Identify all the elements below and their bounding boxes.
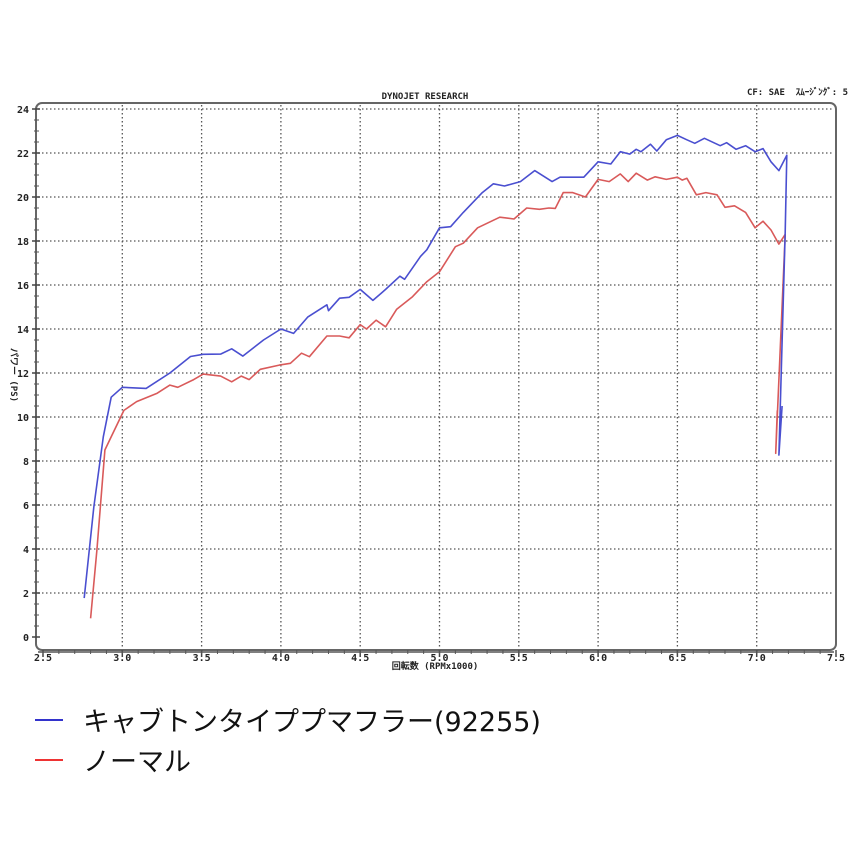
x-axis-label: 回転数 (RPMx1000) bbox=[392, 660, 479, 672]
y-tick-label: 22 bbox=[17, 149, 29, 160]
plot-frame bbox=[35, 102, 837, 651]
legend-label: キャブトンタイププマフラー(92255) bbox=[83, 707, 541, 738]
y-tick-label: 18 bbox=[17, 237, 29, 248]
legend-swatch-red bbox=[35, 758, 63, 761]
y-tick-label: 14 bbox=[17, 325, 29, 336]
y-tick-label: 0 bbox=[23, 633, 29, 644]
legend-swatch-blue bbox=[35, 718, 63, 721]
legend-item-normal: ノーマル bbox=[35, 740, 191, 779]
y-axis-label: パワー (PS) bbox=[8, 348, 20, 402]
x-tick-label: 6.5 bbox=[668, 653, 686, 664]
chart-title: DYNOJET RESEARCH bbox=[382, 92, 469, 102]
x-tick-label: 4.0 bbox=[272, 653, 290, 664]
y-tick-label: 10 bbox=[17, 413, 29, 424]
series-line-0 bbox=[83, 134, 788, 599]
y-tick-label: 20 bbox=[17, 193, 29, 204]
legend-label: ノーマル bbox=[83, 747, 191, 778]
x-tick-label: 6.0 bbox=[589, 653, 607, 664]
x-tick-label: 3.5 bbox=[193, 653, 211, 664]
chart-header-right: CF: SAE ｽﾑｰｼﾞﾝｸﾞ: 5 bbox=[747, 86, 848, 98]
x-tick-label: 2.5 bbox=[34, 653, 52, 664]
y-tick-label: 12 bbox=[17, 369, 29, 380]
grid bbox=[38, 105, 834, 648]
series-line-1 bbox=[89, 172, 786, 619]
y-tick-label: 24 bbox=[17, 105, 29, 116]
x-tick-label: 7.0 bbox=[748, 653, 766, 664]
series-lines bbox=[83, 134, 788, 619]
y-tick-label: 8 bbox=[23, 457, 29, 468]
x-tick-label: 7.5 bbox=[827, 653, 845, 664]
x-tick-label: 4.5 bbox=[351, 653, 369, 664]
x-tick-label: 5.0 bbox=[430, 653, 448, 664]
y-tick-label: 16 bbox=[17, 281, 29, 292]
y-tick-label: 4 bbox=[23, 545, 29, 556]
x-tick-label: 3.0 bbox=[113, 653, 131, 664]
x-tick-label: 5.5 bbox=[510, 653, 528, 664]
y-tick-label: 6 bbox=[23, 501, 29, 512]
legend-item-cabton: キャブトンタイププマフラー(92255) bbox=[35, 700, 541, 739]
y-tick-label: 2 bbox=[23, 589, 29, 600]
